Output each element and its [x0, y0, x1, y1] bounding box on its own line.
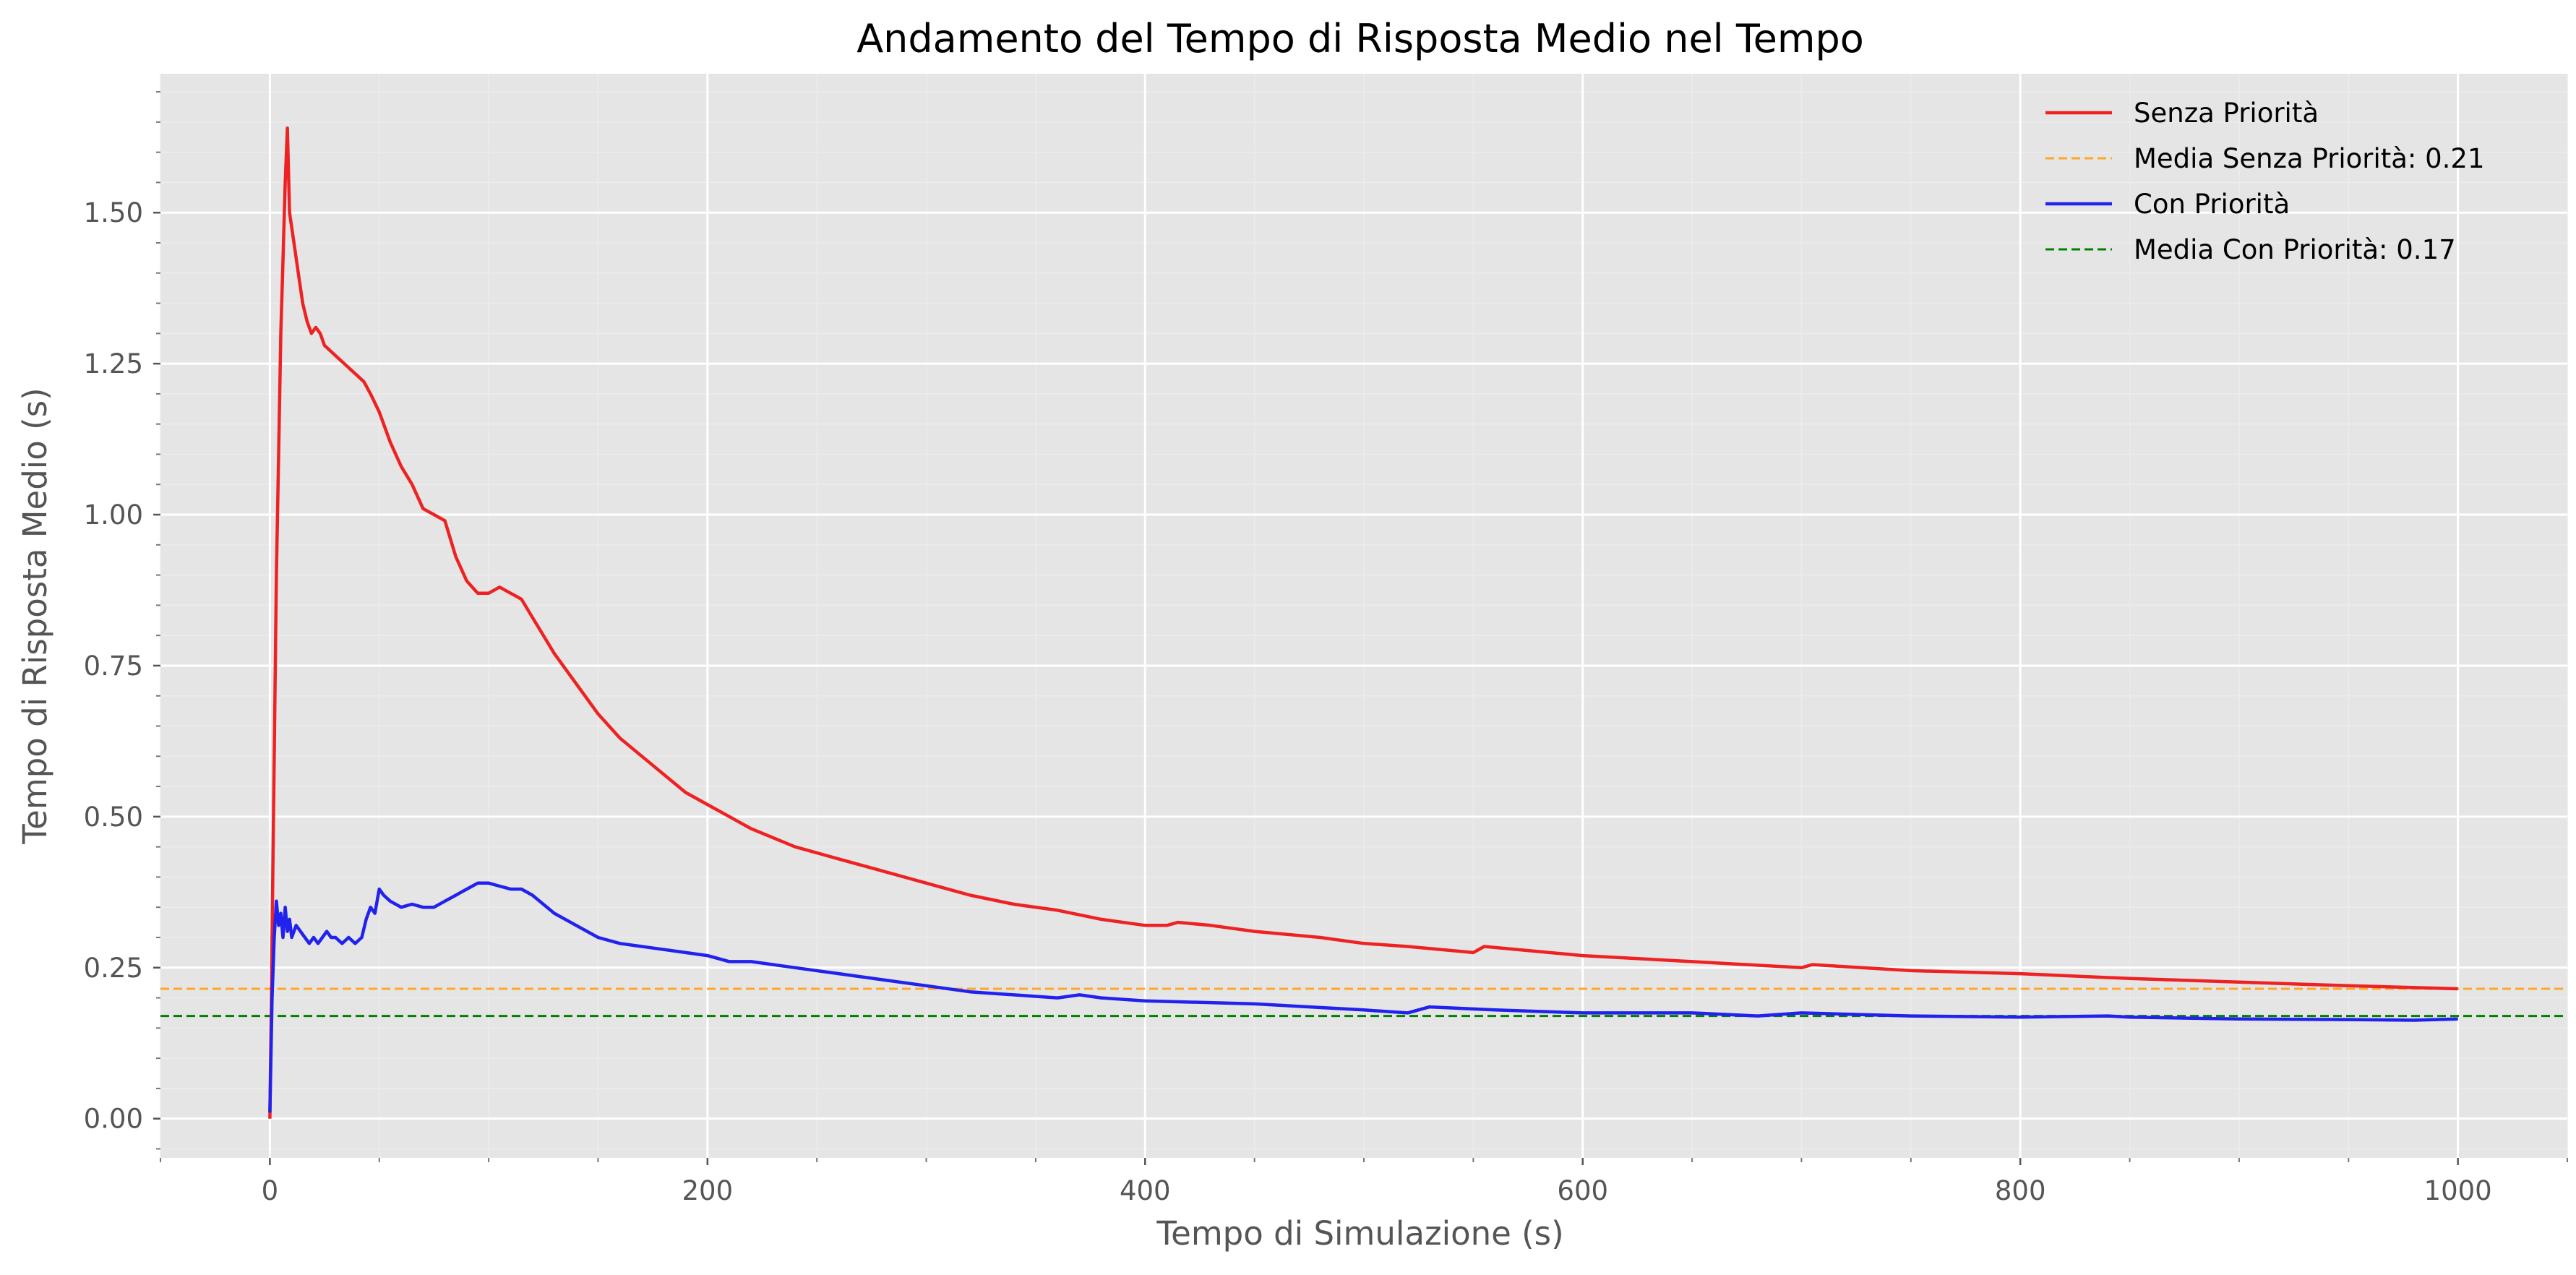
- y-axis-ticks: 0.00 0.25 0.50 0.75 1.00 1.25 1.50: [84, 91, 160, 1150]
- x-tick-label: 200: [682, 1175, 734, 1206]
- x-axis-ticks: 0 200 400 600 800 1000: [160, 1158, 2568, 1206]
- legend-label: Senza Priorità: [2134, 98, 2319, 129]
- series-lines: [268, 126, 2458, 1119]
- series-line: [268, 126, 2458, 1119]
- y-tick-label: 1.50: [84, 197, 143, 228]
- x-tick-label: 600: [1557, 1175, 1608, 1206]
- legend: Senza Priorità Media Senza Priorità: 0.21…: [2045, 98, 2485, 265]
- x-tick-label: 800: [1995, 1175, 2046, 1206]
- x-tick-label: 400: [1120, 1175, 1171, 1206]
- y-tick-label: 1.25: [84, 348, 143, 379]
- legend-label: Media Senza Priorità: 0.21: [2134, 143, 2485, 174]
- x-tick-label: 0: [262, 1175, 279, 1206]
- x-tick-label: 1000: [2424, 1175, 2492, 1206]
- reference-lines: [160, 987, 2567, 1018]
- legend-label: Media Con Priorità: 0.17: [2134, 234, 2456, 265]
- grid: [160, 74, 2568, 1158]
- y-tick-label: 0.25: [84, 953, 143, 984]
- chart-title: Andamento del Tempo di Risposta Medio ne…: [856, 16, 1864, 61]
- legend-label: Con Priorità: [2134, 189, 2290, 220]
- y-axis-label: Tempo di Risposta Medio (s): [16, 387, 54, 844]
- y-tick-label: 1.00: [84, 499, 143, 531]
- y-tick-label: 0.75: [84, 651, 143, 682]
- series-line: [268, 881, 2458, 1113]
- y-tick-label: 0.00: [84, 1104, 143, 1135]
- x-axis-label: Tempo di Simulazione (s): [1156, 1214, 1563, 1253]
- y-tick-label: 0.50: [84, 802, 143, 833]
